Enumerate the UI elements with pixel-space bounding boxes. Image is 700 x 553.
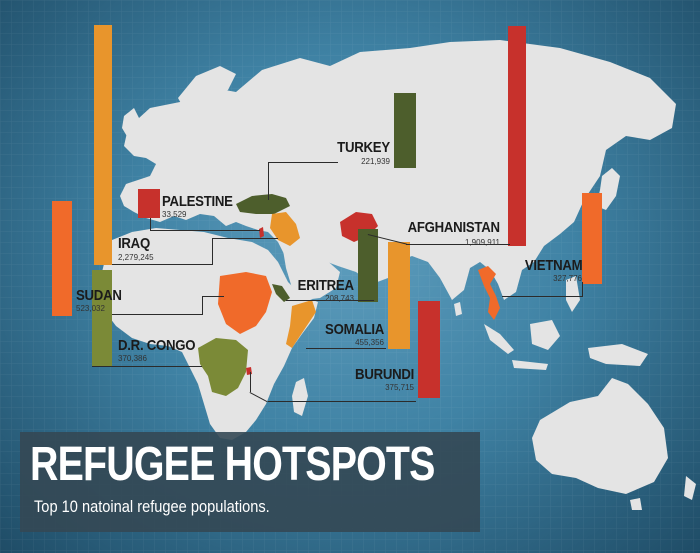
eritrea-highlight: [272, 284, 290, 302]
label-value-turkey: 221,939: [361, 157, 390, 166]
java-landmass: [512, 360, 548, 370]
eurasia-landmass: [120, 40, 676, 300]
bar-afghanistan: [508, 26, 526, 246]
page-title: REFUGEE HOTSPOTS: [30, 438, 435, 491]
bar-palestine: [138, 189, 160, 218]
philippines-landmass: [566, 276, 580, 312]
australia-landmass: [532, 378, 668, 494]
srilanka-landmass: [454, 302, 462, 316]
japan-landmass: [596, 168, 620, 210]
leader-line-somalia: [306, 348, 386, 349]
label-value-eritrea: 208,743: [325, 294, 354, 303]
madagascar-landmass: [292, 378, 308, 416]
label-name-burundi: BURUNDI: [354, 366, 414, 383]
label-value-afghanistan: 1,909,911: [465, 238, 500, 247]
label-name-drcongo: D.R. CONGO: [118, 337, 196, 354]
bar-turkey: [394, 93, 416, 168]
label-name-afghanistan: AFGHANISTAN: [407, 219, 500, 236]
newzealand-landmass: [684, 476, 696, 500]
bar-iraq: [94, 25, 112, 265]
label-name-somalia: SOMALIA: [324, 321, 384, 338]
turkey-highlight: [236, 194, 290, 214]
label-value-vietnam: 327,776: [553, 274, 582, 283]
leader-line-iraq: [112, 264, 212, 265]
label-name-eritrea: ERITREA: [297, 277, 354, 294]
leader-line-drcongo: [92, 366, 202, 367]
leader-line-iraq: [212, 238, 213, 265]
leader-line-eritrea: [286, 300, 374, 301]
bar-eritrea: [358, 229, 378, 302]
label-value-somalia: 455,356: [355, 338, 384, 347]
sumatra-landmass: [484, 324, 514, 354]
burundi-highlight: [246, 367, 252, 375]
leader-line-burundi: [250, 372, 251, 392]
label-name-vietnam: VIETNAM: [524, 257, 582, 274]
label-value-drcongo: 370,386: [118, 354, 147, 363]
leader-line-iraq: [212, 238, 278, 239]
sudan-highlight: [218, 272, 272, 334]
scandinavia-landmass: [178, 66, 236, 116]
label-name-turkey: TURKEY: [337, 139, 390, 156]
label-name-iraq: IRAQ: [118, 235, 150, 252]
label-value-iraq: 2,279,245: [118, 253, 154, 262]
leader-line-afghanistan: [406, 244, 510, 245]
borneo-landmass: [530, 320, 560, 350]
leader-line-palestine: [150, 218, 151, 230]
leader-line-burundi: [268, 401, 416, 402]
arabia-landmass: [282, 244, 340, 300]
page-subtitle: Top 10 natoinal refugee populations.: [34, 497, 270, 516]
iraq-highlight: [270, 212, 300, 246]
label-name-sudan: SUDAN: [76, 287, 122, 304]
tasmania-landmass: [630, 498, 642, 510]
leader-line-turkey: [268, 162, 338, 163]
bar-sudan: [52, 201, 72, 316]
label-name-palestine: PALESTINE: [162, 193, 233, 210]
leader-line-sudan: [202, 296, 203, 315]
somalia-highlight: [286, 300, 316, 348]
newguinea-landmass: [588, 344, 648, 366]
vietnam-highlight: [478, 266, 500, 320]
bar-vietnam: [582, 193, 602, 284]
bar-drcongo: [92, 270, 112, 367]
leader-line-vietnam: [582, 282, 583, 297]
palestine-highlight: [259, 227, 264, 238]
leader-line-turkey: [268, 162, 269, 200]
label-value-sudan: 523,032: [76, 304, 105, 313]
bar-somalia: [388, 242, 410, 349]
drcongo-highlight: [198, 338, 248, 396]
title-panel: [20, 432, 480, 532]
leader-line-sudan: [202, 296, 224, 297]
leader-line-palestine: [150, 230, 260, 231]
leader-line-sudan: [112, 314, 202, 315]
britain-landmass: [122, 108, 140, 138]
label-value-palestine: 33,529: [162, 210, 187, 219]
leader-line-vietnam: [502, 296, 582, 297]
label-value-burundi: 375,715: [385, 383, 414, 392]
bar-burundi: [418, 301, 440, 398]
